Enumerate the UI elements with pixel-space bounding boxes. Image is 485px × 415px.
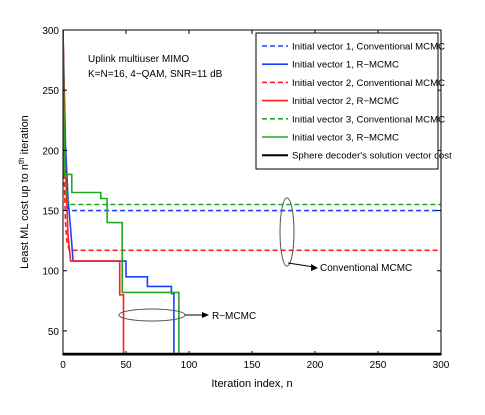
y-axis-label: Least ML cost up to nth iteration (17, 115, 31, 269)
y-tick-label-2: 150 (42, 207, 59, 218)
conventional-arrow-head (311, 264, 318, 271)
x-tick-label-2: 100 (181, 360, 198, 371)
series-line-3 (63, 30, 441, 252)
legend-label-5: Initial vector 3, Conventional MCMC (292, 114, 445, 125)
legend-label-2: Initial vector 1, R−MCMC (292, 60, 399, 71)
y-tick-label-5: 300 (42, 26, 59, 37)
annotation-system-line-2: K=N=16, 4−QAM, SNR=11 dB (88, 69, 223, 80)
y-tick-label-4: 250 (42, 86, 59, 97)
legend: Initial vector 1, Conventional MCMC Initi… (255, 32, 452, 170)
y-tick-label-3: 200 (42, 146, 59, 157)
conventional-annotation-label: Conventional MCMC (320, 263, 412, 274)
x-tick-label-5: 250 (370, 360, 387, 371)
y-tick-label-0: 50 (48, 327, 60, 338)
x-tick-label-1: 50 (120, 360, 132, 371)
conventional-ellipse (279, 197, 295, 267)
legend-label-6: Initial vector 3, R−MCMC (292, 133, 399, 144)
x-tick-label-4: 200 (307, 360, 324, 371)
legend-label-4: Initial vector 2, R−MCMC (292, 96, 399, 107)
series-line-4 (63, 30, 125, 355)
legend-label-7: Sphere decoder's solution vector cost (292, 151, 452, 162)
legend-label-1: Initial vector 1, Conventional MCMC (292, 42, 445, 53)
rmcmc-annotation: R−MCMC (118, 308, 256, 322)
x-tick-label-3: 150 (244, 360, 261, 371)
ticks-layer: 0 50 100 150 200 250 300 50 100 150 200 250 300 (42, 26, 449, 371)
x-tick-label-0: 0 (60, 360, 66, 371)
rmcmc-arrow-head (202, 312, 209, 318)
conventional-arrow-line (287, 262, 315, 268)
conventional-annotation: Conventional MCMC (279, 197, 412, 274)
legend-label-3: Initial vector 2, Conventional MCMC (292, 78, 445, 89)
series-line-6 (63, 30, 180, 355)
y-tick-label-1: 100 (42, 267, 59, 278)
x-tick-label-6: 300 (433, 360, 450, 371)
rmcmc-annotation-label: R−MCMC (212, 311, 256, 322)
annotation-system-line-1: Uplink multiuser MIMO (88, 54, 189, 65)
x-axis-label: Iteration index, n (211, 378, 292, 390)
